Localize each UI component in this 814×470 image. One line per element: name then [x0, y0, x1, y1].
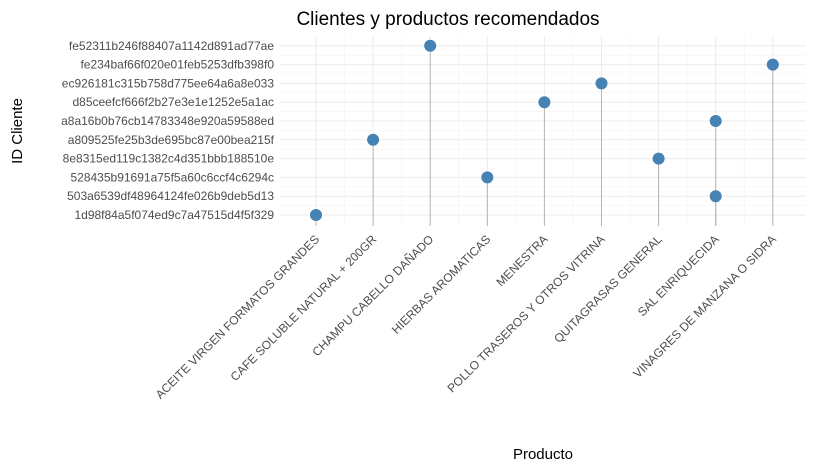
data-points — [310, 39, 779, 221]
y-tick-label: 528435b91691a75f5a60c6ccf4c6294c — [70, 170, 274, 184]
data-point — [424, 39, 437, 52]
x-tick-label: HIERBAS AROMATICAS — [389, 232, 494, 337]
y-tick-label: 1d98f84a5f074ed9c7a47515d4f5f329 — [74, 208, 274, 222]
x-axis-title: Producto — [513, 446, 573, 463]
y-tick-label: ec926181c315b758d775ee64a6a8e033 — [62, 76, 275, 90]
y-tick-labels: 1d98f84a5f074ed9c7a47515d4f5f329 503a6539… — [61, 39, 275, 222]
grid-lines — [280, 36, 806, 226]
y-tick-label: a809525fe25b3de695bc87e00bea215f — [68, 133, 275, 147]
y-tick-label: fe52311b246f88407a1142d891ad77ae — [69, 39, 274, 53]
y-tick-label: a8a16b0b76cb14783348e920a59588ed — [61, 114, 274, 128]
y-tick-label: 503a6539df48964124fe026b9deb5d13 — [67, 189, 274, 203]
data-point — [367, 133, 380, 146]
y-tick-label: 8e8315ed119c1382c4d351bbb188510e — [63, 152, 275, 166]
data-point — [595, 77, 608, 90]
data-point — [652, 152, 665, 165]
chart-title: Clientes y productos recomendados — [296, 9, 599, 30]
data-point — [766, 58, 779, 71]
x-tick-label: QUITAGRASAS GENERAL — [551, 232, 665, 346]
data-point — [481, 171, 494, 184]
data-point — [709, 115, 722, 127]
x-tick-label: MENESTRA — [493, 232, 550, 289]
data-point — [310, 209, 322, 221]
y-tick-label: fe234baf66f020e01feb5253dfb398f0 — [80, 58, 274, 72]
y-axis-title: ID Cliente — [9, 98, 26, 164]
x-tick-label: CHAMPU CABELLO DAÑADO — [309, 232, 436, 359]
stems — [315, 45, 774, 226]
y-tick-label: d85ceefcf666f2b27e3e1e1252e5a1ac — [72, 95, 274, 109]
data-point — [709, 190, 722, 203]
data-point — [538, 96, 551, 109]
